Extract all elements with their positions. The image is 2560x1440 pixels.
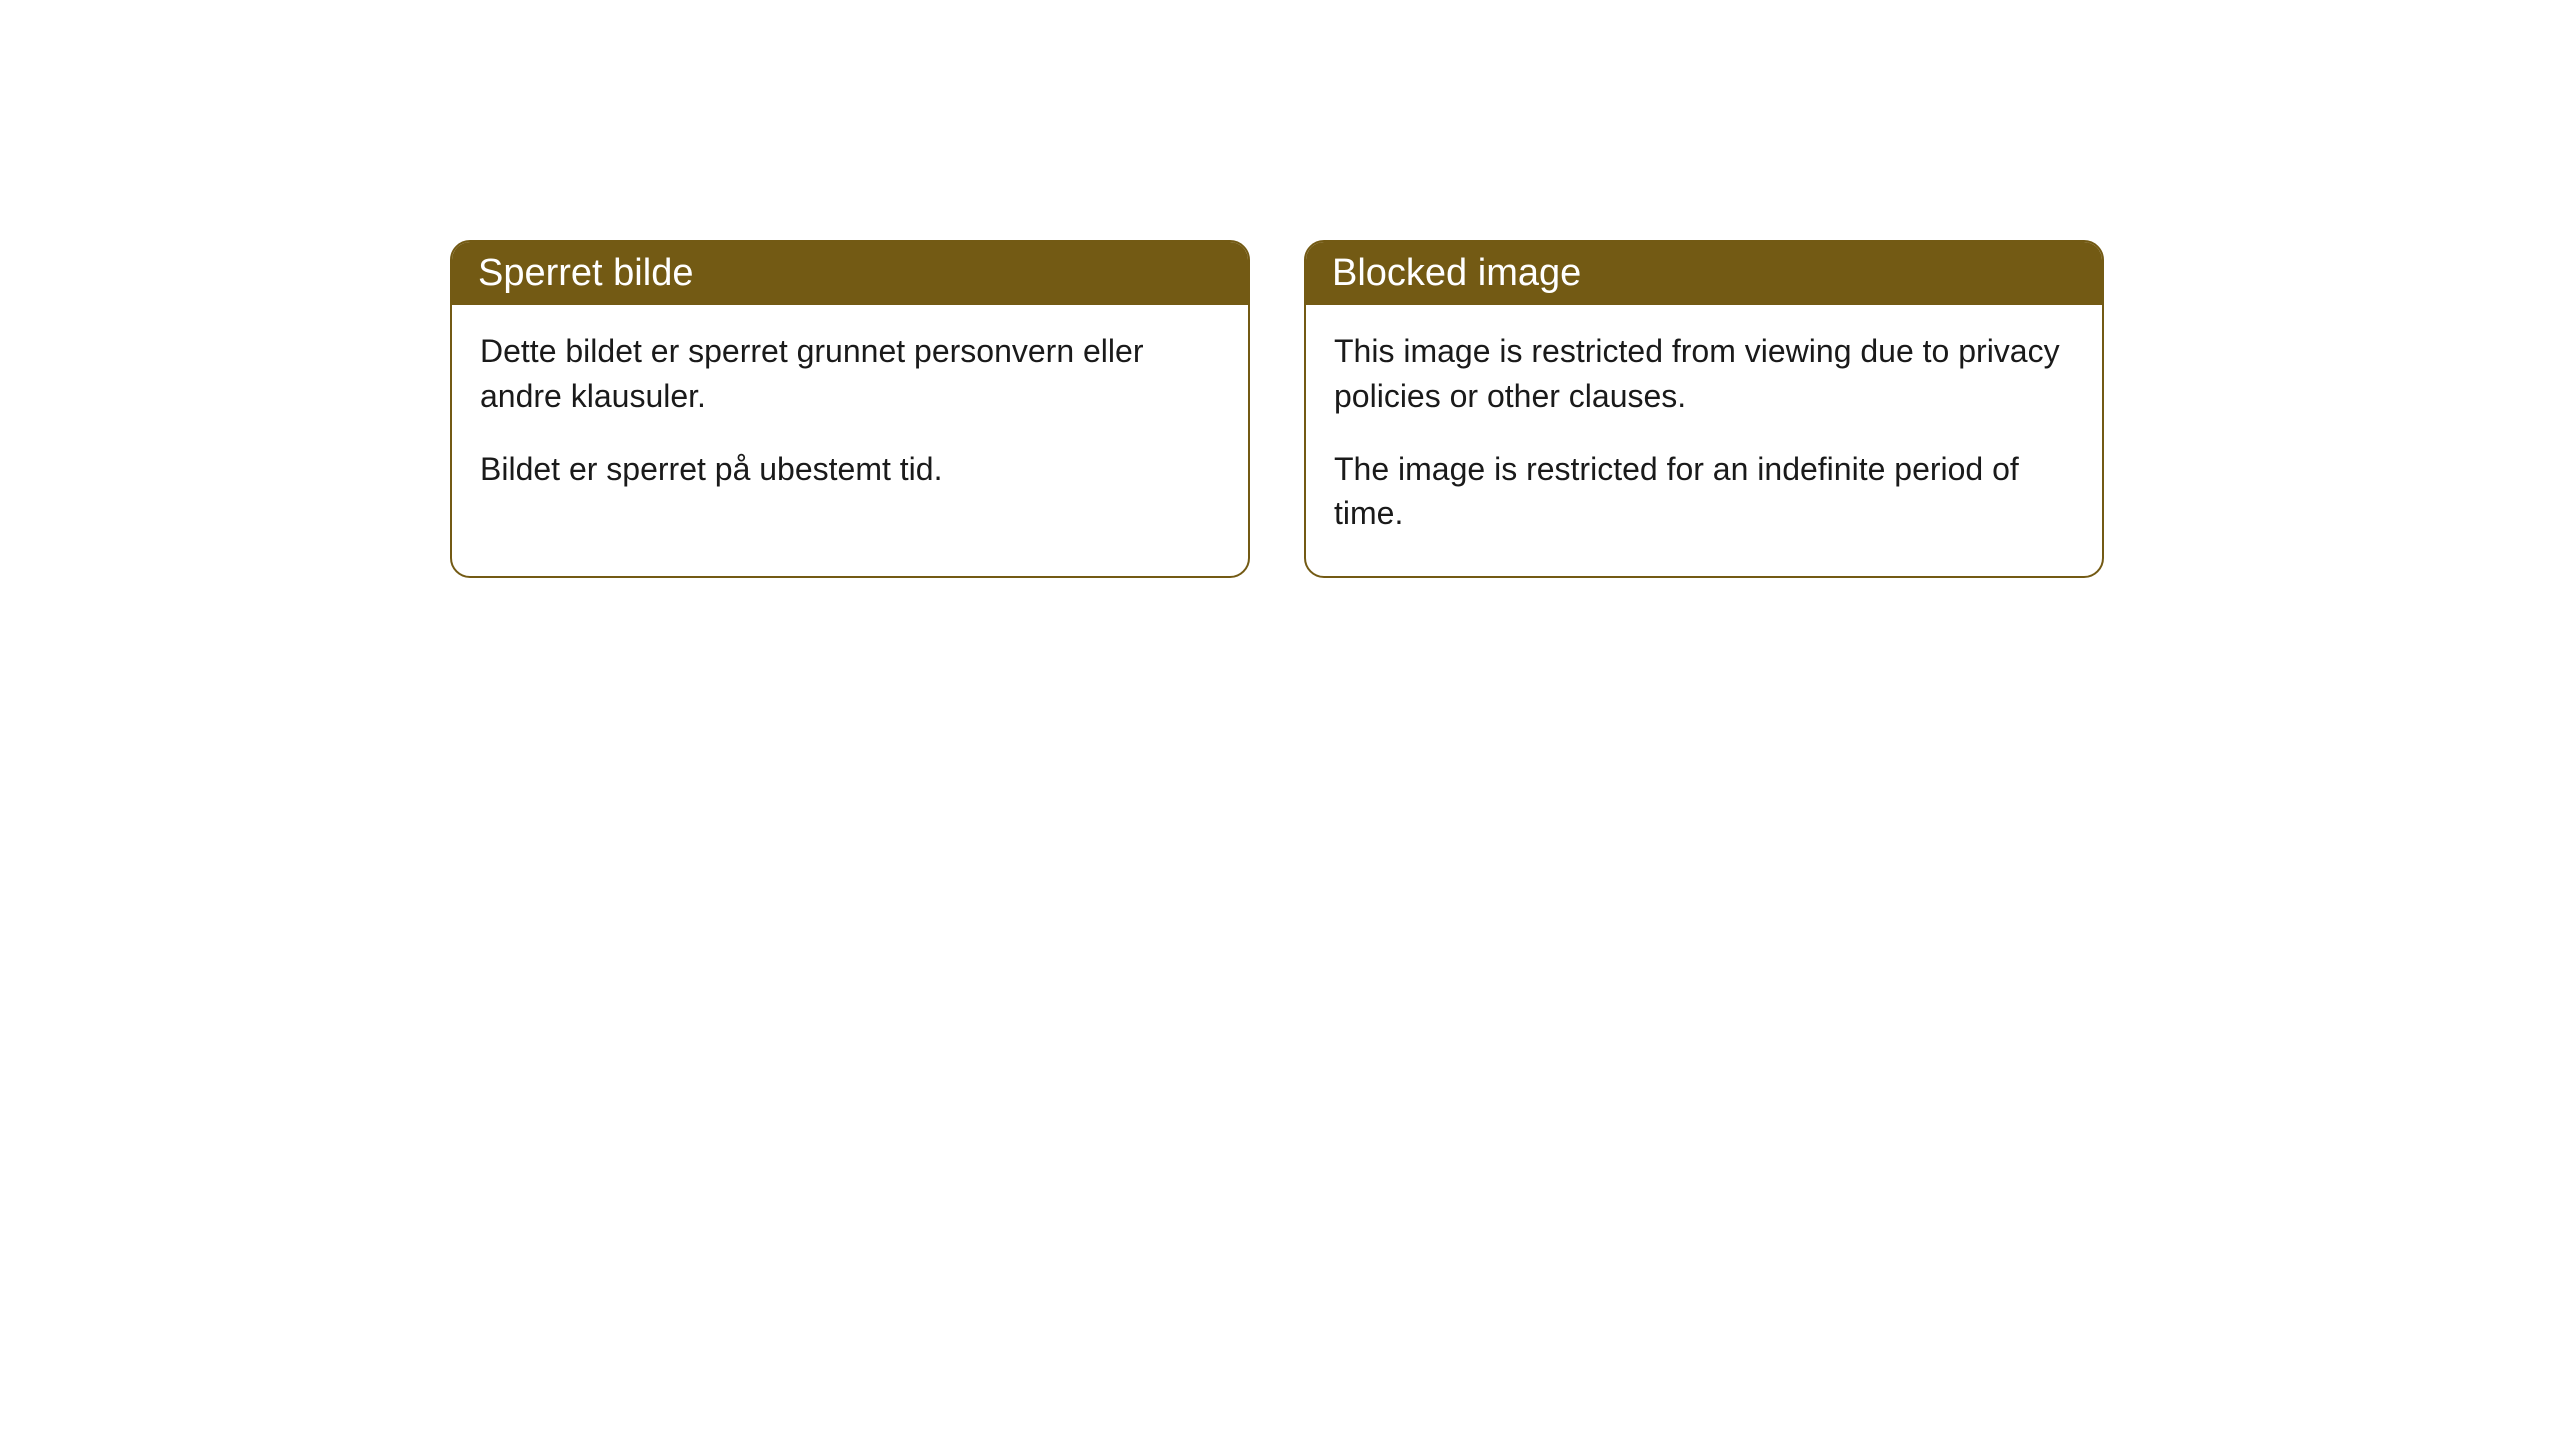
card-paragraph-2: Bildet er sperret på ubestemt tid. xyxy=(480,447,1220,492)
card-paragraph-1: This image is restricted from viewing du… xyxy=(1334,329,2074,419)
card-paragraph-2: The image is restricted for an indefinit… xyxy=(1334,447,2074,537)
card-paragraph-1: Dette bildet er sperret grunnet personve… xyxy=(480,329,1220,419)
card-title: Blocked image xyxy=(1332,252,1581,294)
card-body: This image is restricted from viewing du… xyxy=(1306,305,2102,576)
card-header: Blocked image xyxy=(1306,242,2102,305)
card-title: Sperret bilde xyxy=(478,252,693,294)
blocked-image-card-norwegian: Sperret bilde Dette bildet er sperret gr… xyxy=(450,240,1250,578)
card-body: Dette bildet er sperret grunnet personve… xyxy=(452,305,1248,531)
card-header: Sperret bilde xyxy=(452,242,1248,305)
blocked-image-card-english: Blocked image This image is restricted f… xyxy=(1304,240,2104,578)
cards-container: Sperret bilde Dette bildet er sperret gr… xyxy=(450,240,2104,578)
